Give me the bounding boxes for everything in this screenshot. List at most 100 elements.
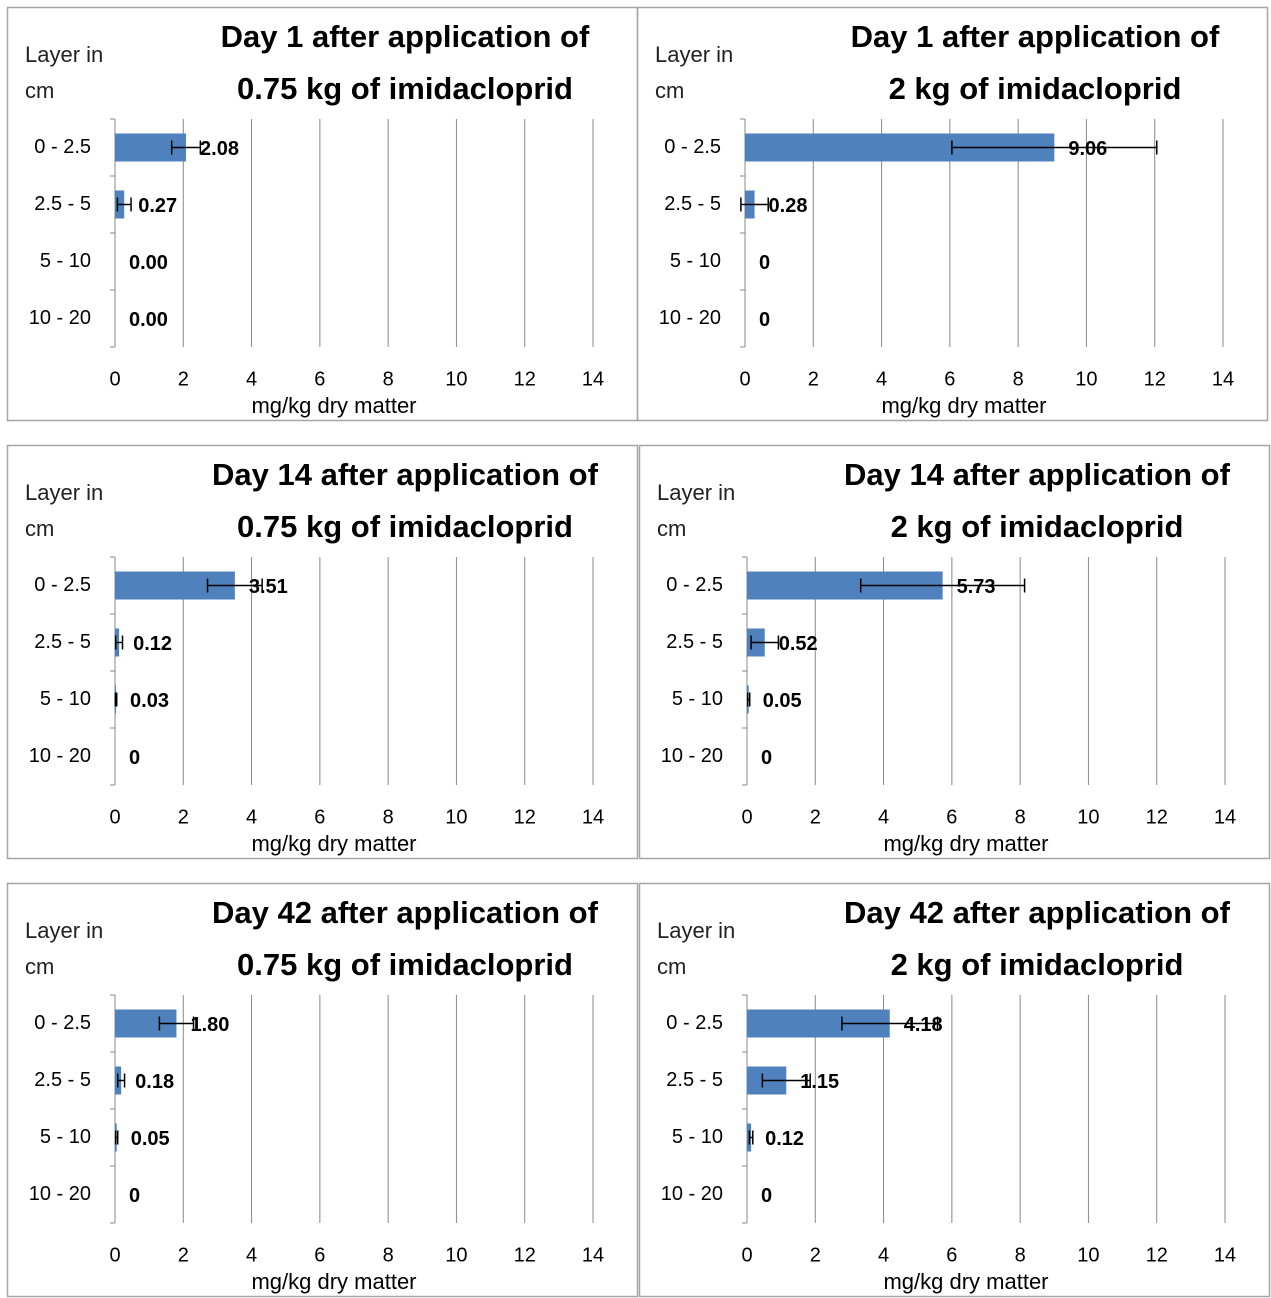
x-tick-label: 8 <box>383 1244 394 1266</box>
y-axis-label: Layer in cm <box>657 480 736 541</box>
y-tick-label: 5 - 10 <box>40 688 91 710</box>
x-tick-label: 0 <box>109 368 120 390</box>
data-label: 2.08 <box>200 138 239 160</box>
x-axis-label: mg/kg dry matter <box>883 831 1048 856</box>
x-tick-label: 8 <box>383 806 394 828</box>
data-label: 0.12 <box>765 1128 804 1150</box>
chart-panel: Day 42 after application of 2 kg of imida… <box>638 882 1271 1298</box>
y-tick-label: 2.5 - 5 <box>666 631 723 653</box>
y-tick-label: 10 - 20 <box>661 1183 723 1205</box>
x-tick-label: 10 <box>445 806 467 828</box>
y-tick-label: 0 - 2.5 <box>664 136 721 158</box>
chart-title: Day 14 after application of <box>844 457 1231 492</box>
x-tick-label: 0 <box>741 1244 752 1266</box>
x-tick-label: 4 <box>878 1244 889 1266</box>
chart-title: 2 kg of imidacloprid <box>891 947 1184 982</box>
x-tick-label: 8 <box>1013 368 1024 390</box>
x-tick-label: 14 <box>1214 806 1236 828</box>
data-label: 0.03 <box>130 690 169 712</box>
chart-title: 0.75 kg of imidacloprid <box>237 71 573 106</box>
x-tick-label: 10 <box>1075 368 1097 390</box>
x-axis-label: mg/kg dry matter <box>251 393 416 418</box>
x-tick-label: 14 <box>582 806 604 828</box>
y-tick-label: 0 - 2.5 <box>666 574 723 596</box>
y-tick-label: 0 - 2.5 <box>34 136 91 158</box>
y-tick-label: 2.5 - 5 <box>34 193 91 215</box>
x-tick-label: 12 <box>1144 368 1166 390</box>
data-label: 0 <box>759 252 770 274</box>
x-tick-label: 4 <box>876 368 887 390</box>
chart-title: Day 1 after application of <box>221 19 590 54</box>
panel-border <box>638 882 1271 1298</box>
y-tick-label: 5 - 10 <box>40 250 91 272</box>
x-tick-label: 12 <box>1146 1244 1168 1266</box>
x-tick-label: 6 <box>944 368 955 390</box>
x-tick-label: 10 <box>1077 806 1099 828</box>
x-tick-label: 0 <box>109 806 120 828</box>
y-tick-label: 10 - 20 <box>661 745 723 767</box>
data-label: 0.27 <box>138 195 177 217</box>
x-tick-label: 4 <box>878 806 889 828</box>
x-tick-label: 2 <box>178 368 189 390</box>
y-tick-label: 5 - 10 <box>670 250 721 272</box>
y-tick-label: 2.5 - 5 <box>34 1069 91 1091</box>
y-tick-label: 2.5 - 5 <box>666 1069 723 1091</box>
y-tick-label: 2.5 - 5 <box>664 193 721 215</box>
x-tick-label: 8 <box>1015 806 1026 828</box>
x-tick-label: 0 <box>109 1244 120 1266</box>
x-axis-label: mg/kg dry matter <box>251 831 416 856</box>
x-tick-label: 10 <box>445 368 467 390</box>
y-tick-label: 0 - 2.5 <box>34 1012 91 1034</box>
y-tick-label: 5 - 10 <box>40 1126 91 1148</box>
data-label: 9.06 <box>1068 138 1107 160</box>
chart-title: Day 42 after application of <box>212 895 599 930</box>
x-tick-label: 12 <box>514 368 536 390</box>
x-tick-label: 4 <box>246 806 257 828</box>
x-tick-label: 6 <box>946 806 957 828</box>
chart-title: 0.75 kg of imidacloprid <box>237 509 573 544</box>
x-tick-label: 0 <box>739 368 750 390</box>
data-label: 0.05 <box>763 690 802 712</box>
data-label: 0.00 <box>129 309 168 331</box>
y-tick-label: 0 - 2.5 <box>34 574 91 596</box>
x-tick-label: 4 <box>246 1244 257 1266</box>
y-axis-label: Layer in cm <box>655 42 734 103</box>
data-label: 0 <box>761 747 772 769</box>
x-tick-label: 12 <box>1146 806 1168 828</box>
x-axis-label: mg/kg dry matter <box>881 393 1046 418</box>
data-label: 0.52 <box>779 633 818 655</box>
x-tick-label: 12 <box>514 806 536 828</box>
panel-border <box>638 444 1271 860</box>
x-tick-label: 14 <box>1214 1244 1236 1266</box>
data-label: 1.15 <box>800 1071 839 1093</box>
x-tick-label: 6 <box>314 368 325 390</box>
x-tick-label: 12 <box>514 1244 536 1266</box>
x-tick-label: 6 <box>946 1244 957 1266</box>
panel-border <box>636 6 1269 422</box>
x-tick-label: 14 <box>1212 368 1234 390</box>
x-tick-label: 6 <box>314 1244 325 1266</box>
data-label: 3.51 <box>249 576 288 598</box>
x-tick-label: 8 <box>383 368 394 390</box>
data-label: 0.00 <box>129 252 168 274</box>
x-tick-label: 4 <box>246 368 257 390</box>
data-label: 0.12 <box>133 633 172 655</box>
x-tick-label: 2 <box>808 368 819 390</box>
y-tick-label: 10 - 20 <box>29 1183 91 1205</box>
chart-title: Day 14 after application of <box>212 457 599 492</box>
y-axis-label: Layer in cm <box>657 918 736 979</box>
y-tick-label: 2.5 - 5 <box>34 631 91 653</box>
data-label: 0.18 <box>135 1071 174 1093</box>
chart-panel: Day 1 after application of 2 kg of imidac… <box>636 6 1269 422</box>
x-tick-label: 2 <box>178 1244 189 1266</box>
y-tick-label: 10 - 20 <box>659 307 721 329</box>
data-label: 1.80 <box>190 1014 229 1036</box>
x-tick-label: 14 <box>582 368 604 390</box>
data-label: 0 <box>129 1185 140 1207</box>
y-tick-label: 0 - 2.5 <box>666 1012 723 1034</box>
y-axis-label: Layer in cm <box>25 918 104 979</box>
y-axis-label: Layer in cm <box>25 42 104 103</box>
chart-panel: Day 14 after application of 0.75 kg of im… <box>6 444 639 860</box>
data-label: 5.73 <box>957 576 996 598</box>
